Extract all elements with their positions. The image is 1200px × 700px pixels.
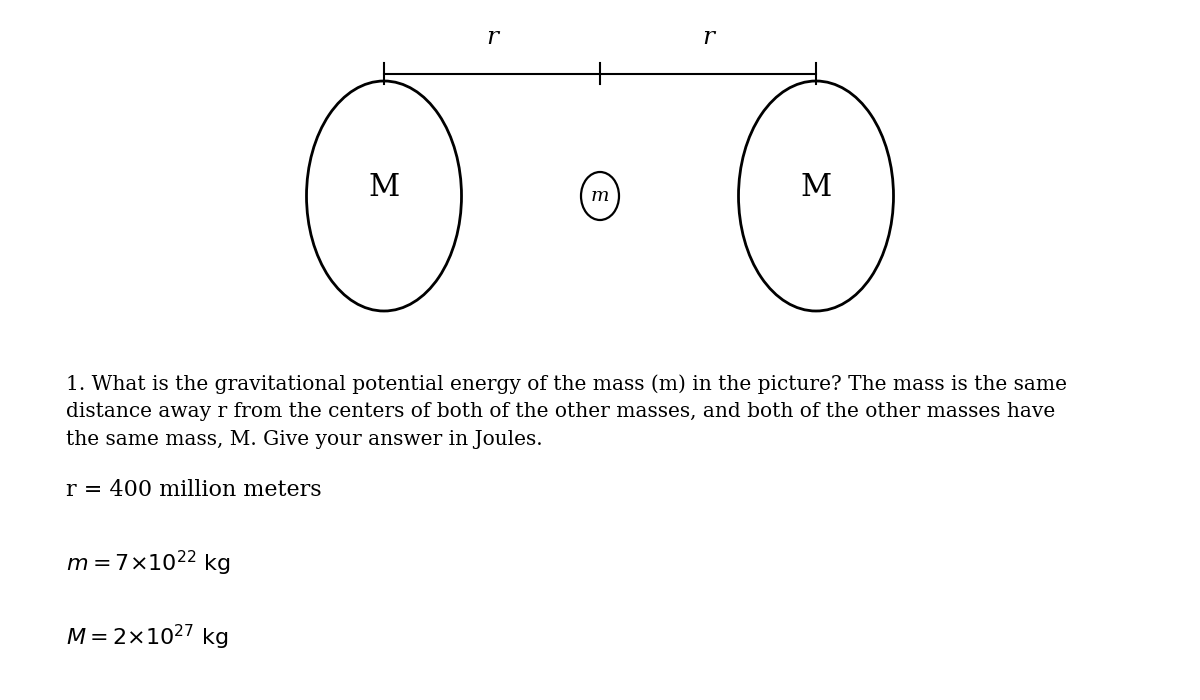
Text: r: r	[486, 25, 498, 48]
Text: m: m	[590, 187, 610, 205]
Text: r: r	[702, 25, 714, 48]
Text: M: M	[368, 172, 400, 204]
Text: $M = 2{\times}10^{27}$ kg: $M = 2{\times}10^{27}$ kg	[66, 622, 228, 652]
Text: 1. What is the gravitational potential energy of the mass (m) in the picture? Th: 1. What is the gravitational potential e…	[66, 374, 1067, 449]
Text: M: M	[800, 172, 832, 204]
Text: $m = 7{\times}10^{22}$ kg: $m = 7{\times}10^{22}$ kg	[66, 549, 230, 578]
Text: r = 400 million meters: r = 400 million meters	[66, 479, 322, 501]
